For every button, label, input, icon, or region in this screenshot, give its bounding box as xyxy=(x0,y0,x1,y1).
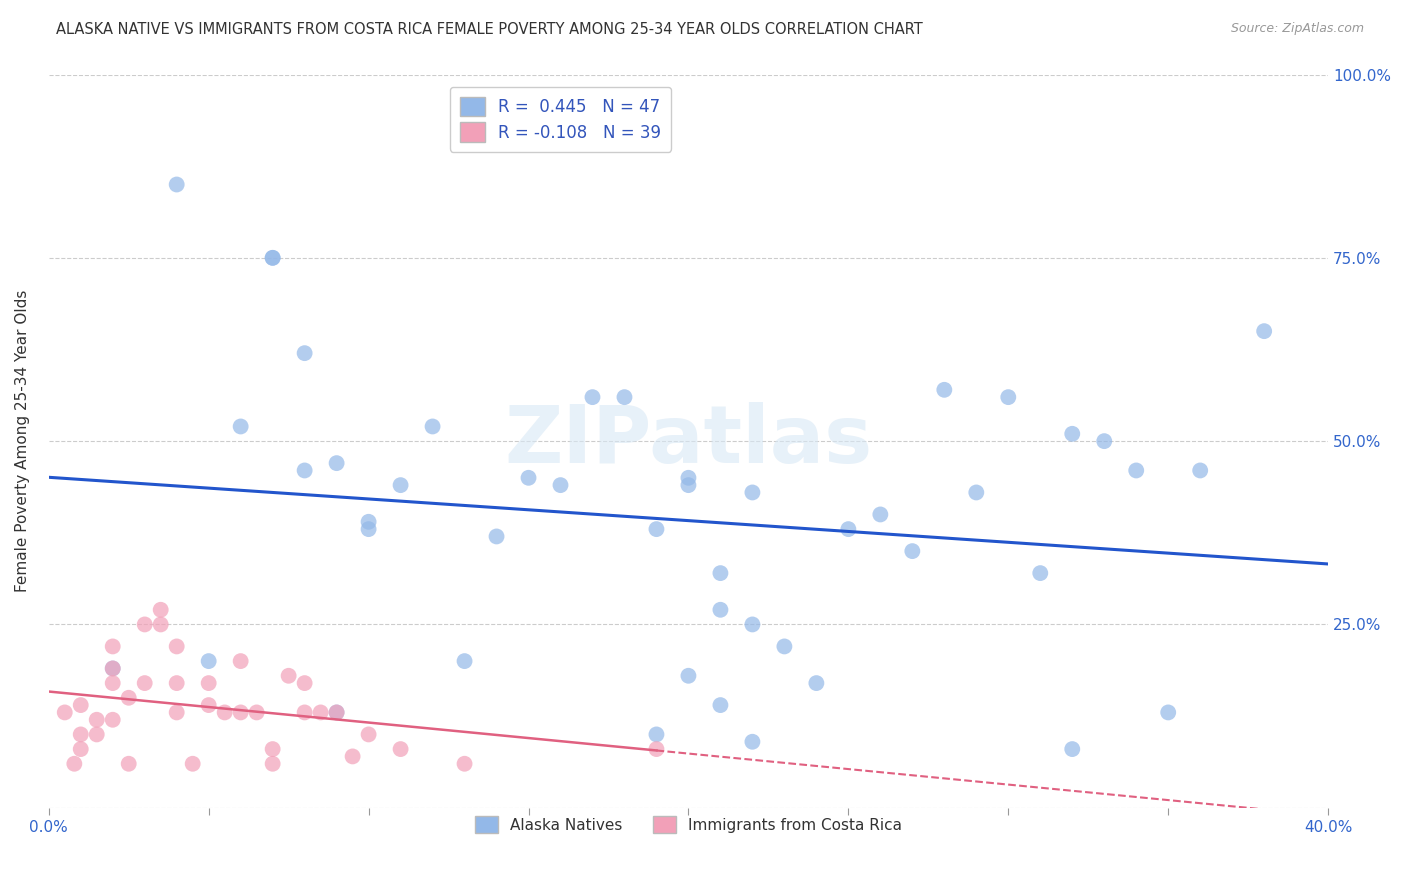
Point xyxy=(69,727,91,741)
Point xyxy=(262,251,284,265)
Point xyxy=(294,706,316,720)
Point xyxy=(453,756,475,771)
Point xyxy=(246,706,269,720)
Point xyxy=(485,529,508,543)
Point xyxy=(837,522,859,536)
Point xyxy=(965,485,987,500)
Point xyxy=(453,654,475,668)
Point xyxy=(678,478,700,492)
Point xyxy=(1062,426,1084,441)
Point xyxy=(149,603,172,617)
Point xyxy=(389,478,412,492)
Point xyxy=(934,383,956,397)
Point xyxy=(101,640,124,654)
Point xyxy=(53,706,76,720)
Point xyxy=(214,706,236,720)
Text: ZIPatlas: ZIPatlas xyxy=(505,402,873,480)
Point xyxy=(1029,566,1052,581)
Point xyxy=(101,713,124,727)
Point xyxy=(166,640,188,654)
Point xyxy=(709,698,731,712)
Point xyxy=(134,676,156,690)
Point xyxy=(1092,434,1115,449)
Point xyxy=(645,522,668,536)
Point xyxy=(325,456,347,470)
Point xyxy=(325,706,347,720)
Point xyxy=(741,735,763,749)
Point xyxy=(134,617,156,632)
Point xyxy=(118,756,141,771)
Point xyxy=(118,690,141,705)
Point xyxy=(1189,463,1212,477)
Point xyxy=(773,640,796,654)
Point xyxy=(709,566,731,581)
Point xyxy=(342,749,364,764)
Point xyxy=(86,727,108,741)
Text: Source: ZipAtlas.com: Source: ZipAtlas.com xyxy=(1230,22,1364,36)
Point xyxy=(86,713,108,727)
Point xyxy=(389,742,412,756)
Point xyxy=(645,742,668,756)
Point xyxy=(69,698,91,712)
Point xyxy=(869,508,891,522)
Point xyxy=(63,756,86,771)
Point xyxy=(997,390,1019,404)
Point xyxy=(294,346,316,360)
Point xyxy=(901,544,924,558)
Point xyxy=(1157,706,1180,720)
Point xyxy=(806,676,828,690)
Legend: Alaska Natives, Immigrants from Costa Rica: Alaska Natives, Immigrants from Costa Ri… xyxy=(464,805,912,844)
Text: ALASKA NATIVE VS IMMIGRANTS FROM COSTA RICA FEMALE POVERTY AMONG 25-34 YEAR OLDS: ALASKA NATIVE VS IMMIGRANTS FROM COSTA R… xyxy=(56,22,922,37)
Point xyxy=(741,617,763,632)
Point xyxy=(229,654,252,668)
Point xyxy=(678,471,700,485)
Point xyxy=(357,727,380,741)
Point xyxy=(550,478,572,492)
Point xyxy=(741,485,763,500)
Point xyxy=(709,603,731,617)
Point xyxy=(645,727,668,741)
Point xyxy=(1253,324,1275,338)
Point xyxy=(149,617,172,632)
Point xyxy=(1125,463,1147,477)
Point xyxy=(357,515,380,529)
Point xyxy=(422,419,444,434)
Point xyxy=(229,706,252,720)
Point xyxy=(181,756,204,771)
Point xyxy=(262,251,284,265)
Point xyxy=(166,676,188,690)
Point xyxy=(613,390,636,404)
Point xyxy=(229,419,252,434)
Point xyxy=(197,698,219,712)
Point xyxy=(325,706,347,720)
Point xyxy=(581,390,603,404)
Point xyxy=(197,654,219,668)
Point xyxy=(166,706,188,720)
Point xyxy=(262,742,284,756)
Point xyxy=(309,706,332,720)
Point xyxy=(197,676,219,690)
Point xyxy=(678,669,700,683)
Point xyxy=(262,756,284,771)
Point xyxy=(101,661,124,675)
Point xyxy=(1062,742,1084,756)
Point xyxy=(166,178,188,192)
Point xyxy=(69,742,91,756)
Point xyxy=(294,676,316,690)
Point xyxy=(357,522,380,536)
Point xyxy=(277,669,299,683)
Point xyxy=(517,471,540,485)
Point xyxy=(101,676,124,690)
Y-axis label: Female Poverty Among 25-34 Year Olds: Female Poverty Among 25-34 Year Olds xyxy=(15,290,30,592)
Point xyxy=(101,661,124,675)
Point xyxy=(294,463,316,477)
